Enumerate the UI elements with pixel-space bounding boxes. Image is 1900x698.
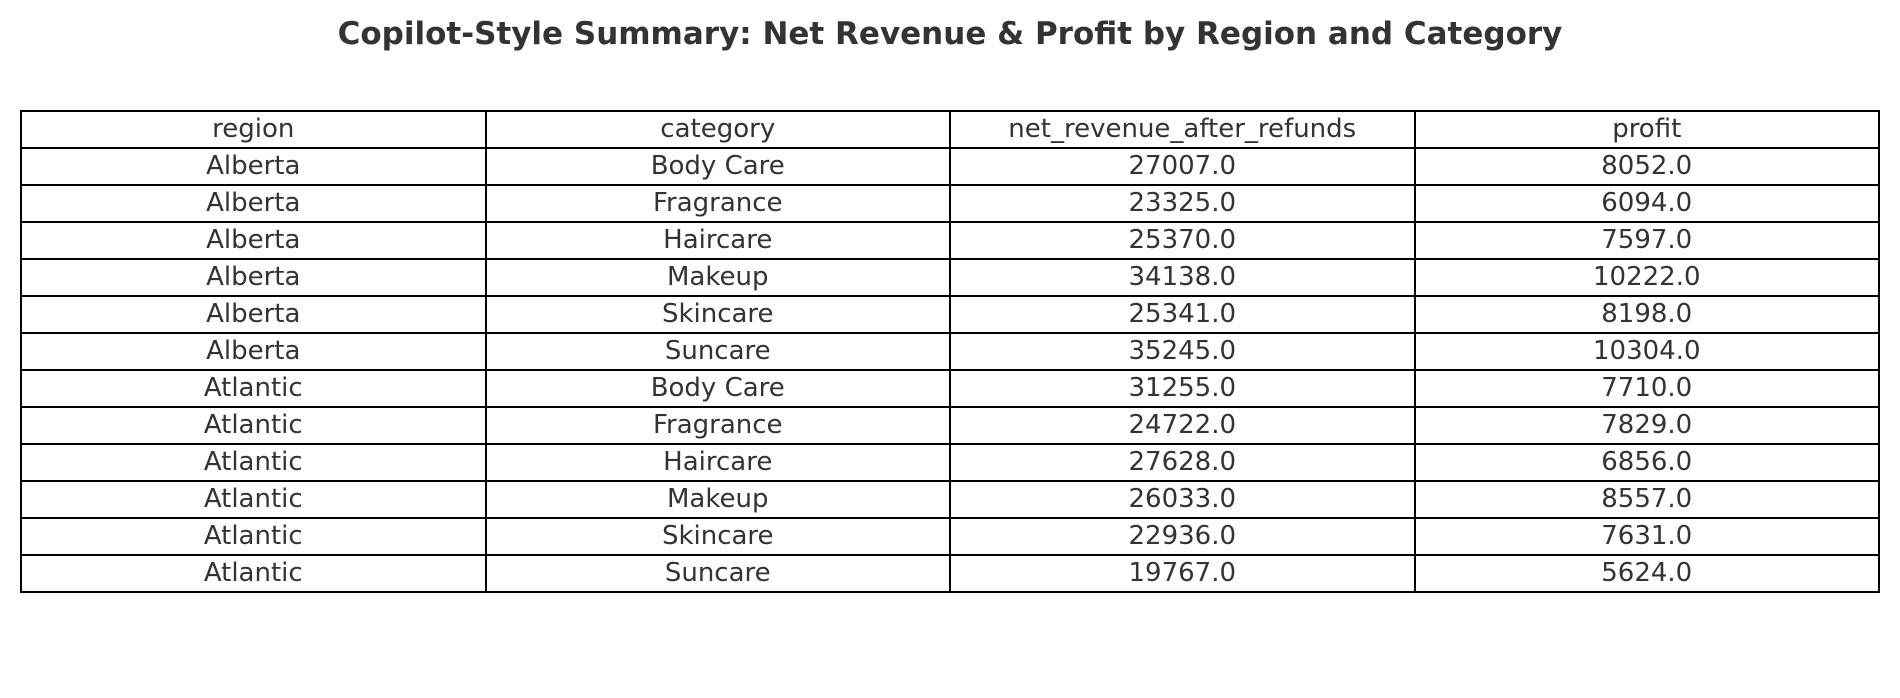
table-row: Alberta Suncare 35245.0 10304.0 (20, 332, 1880, 371)
cell-category: Makeup (484, 258, 951, 297)
column-header-category: category (484, 110, 951, 149)
cell-region: Atlantic (20, 554, 487, 593)
table-row: Alberta Makeup 34138.0 10222.0 (20, 258, 1880, 297)
cell-category: Suncare (484, 554, 951, 593)
cell-profit: 10304.0 (1413, 332, 1880, 371)
cell-net-revenue-after-refunds: 25341.0 (949, 295, 1416, 334)
cell-region: Atlantic (20, 443, 487, 482)
cell-net-revenue-after-refunds: 22936.0 (949, 517, 1416, 556)
cell-category: Body Care (484, 369, 951, 408)
cell-category: Suncare (484, 332, 951, 371)
cell-category: Skincare (484, 295, 951, 334)
table-row: Atlantic Fragrance 24722.0 7829.0 (20, 406, 1880, 445)
cell-net-revenue-after-refunds: 23325.0 (949, 184, 1416, 223)
column-header-profit: profit (1413, 110, 1880, 149)
table-row: Alberta Body Care 27007.0 8052.0 (20, 147, 1880, 186)
cell-region: Atlantic (20, 406, 487, 445)
cell-net-revenue-after-refunds: 35245.0 (949, 332, 1416, 371)
cell-region: Atlantic (20, 480, 487, 519)
cell-profit: 5624.0 (1413, 554, 1880, 593)
cell-net-revenue-after-refunds: 25370.0 (949, 221, 1416, 260)
cell-region: Atlantic (20, 369, 487, 408)
cell-profit: 10222.0 (1413, 258, 1880, 297)
cell-profit: 7710.0 (1413, 369, 1880, 408)
cell-profit: 6856.0 (1413, 443, 1880, 482)
cell-profit: 8198.0 (1413, 295, 1880, 334)
table-header-row: region category net_revenue_after_refunds p… (20, 110, 1880, 149)
table-row: Atlantic Body Care 31255.0 7710.0 (20, 369, 1880, 408)
cell-net-revenue-after-refunds: 19767.0 (949, 554, 1416, 593)
chart-title: Copilot-Style Summary: Net Revenue & Pro… (337, 16, 1563, 52)
cell-category: Skincare (484, 517, 951, 556)
cell-region: Alberta (20, 332, 487, 371)
cell-profit: 7631.0 (1413, 517, 1880, 556)
cell-profit: 6094.0 (1413, 184, 1880, 223)
cell-category: Fragrance (484, 406, 951, 445)
cell-net-revenue-after-refunds: 31255.0 (949, 369, 1416, 408)
cell-profit: 8052.0 (1413, 147, 1880, 186)
cell-category: Fragrance (484, 184, 951, 223)
cell-category: Haircare (484, 221, 951, 260)
table-row: Alberta Fragrance 23325.0 6094.0 (20, 184, 1880, 223)
cell-region: Alberta (20, 184, 487, 223)
cell-net-revenue-after-refunds: 26033.0 (949, 480, 1416, 519)
cell-net-revenue-after-refunds: 34138.0 (949, 258, 1416, 297)
cell-region: Atlantic (20, 517, 487, 556)
cell-profit: 7597.0 (1413, 221, 1880, 260)
cell-category: Haircare (484, 443, 951, 482)
table-body: Alberta Body Care 27007.0 8052.0 Alberta Frag… (20, 147, 1880, 593)
cell-region: Alberta (20, 147, 487, 186)
table-row: Atlantic Skincare 22936.0 7631.0 (20, 517, 1880, 556)
cell-category: Body Care (484, 147, 951, 186)
cell-profit: 8557.0 (1413, 480, 1880, 519)
summary-table: region category net_revenue_after_refunds p… (20, 110, 1880, 593)
cell-profit: 7829.0 (1413, 406, 1880, 445)
cell-category: Makeup (484, 480, 951, 519)
column-header-region: region (20, 110, 487, 149)
cell-region: Alberta (20, 221, 487, 260)
cell-net-revenue-after-refunds: 27007.0 (949, 147, 1416, 186)
table-row: Atlantic Suncare 19767.0 5624.0 (20, 554, 1880, 593)
table-row: Alberta Haircare 25370.0 7597.0 (20, 221, 1880, 260)
cell-region: Alberta (20, 258, 487, 297)
cell-net-revenue-after-refunds: 27628.0 (949, 443, 1416, 482)
table-row: Atlantic Haircare 27628.0 6856.0 (20, 443, 1880, 482)
table-row: Atlantic Makeup 26033.0 8557.0 (20, 480, 1880, 519)
table-row: Alberta Skincare 25341.0 8198.0 (20, 295, 1880, 334)
column-header-net-revenue-after-refunds: net_revenue_after_refunds (949, 110, 1416, 149)
cell-region: Alberta (20, 295, 487, 334)
cell-net-revenue-after-refunds: 24722.0 (949, 406, 1416, 445)
